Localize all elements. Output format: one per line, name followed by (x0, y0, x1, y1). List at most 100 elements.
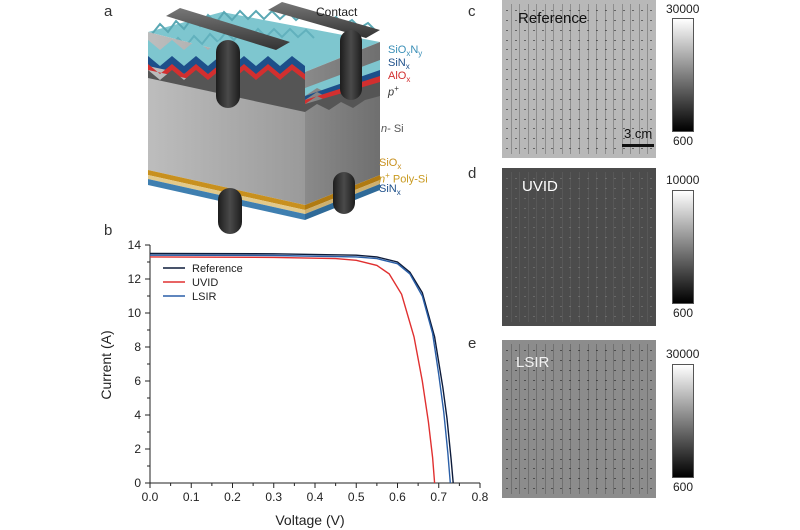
y-tick-label: 4 (134, 408, 141, 422)
y-tick-label: 2 (134, 442, 141, 456)
el-image-lsir (502, 340, 656, 498)
finger-line (527, 172, 529, 322)
x-tick-label: 0.3 (265, 490, 282, 504)
contact-label: Contact (316, 5, 358, 19)
busbar-dot-row (506, 128, 652, 130)
finger-line (604, 172, 606, 322)
layer-label-poly-si: n+ Poly-Si (379, 171, 428, 186)
busbar-dot-row (506, 349, 652, 351)
busbar-dot-row (506, 217, 652, 219)
finger-line (587, 172, 589, 322)
series-line-uvid (149, 256, 436, 484)
busbar-dot-row (506, 98, 652, 100)
layer-label-n-si: n- Si (381, 123, 404, 135)
busbar-dot-row (506, 438, 652, 440)
busbar-dot-row (506, 9, 652, 11)
finger-line (553, 172, 555, 322)
series-line-lsir (149, 254, 451, 484)
busbar-dot-row (506, 448, 652, 450)
busbar-dot-row (506, 88, 652, 90)
x-axis-label: Voltage (V) (275, 512, 344, 528)
x-tick-label: 0.1 (183, 490, 200, 504)
colorbar-reference (672, 18, 694, 132)
y-tick-label: 8 (134, 340, 141, 354)
el-image-reference (502, 0, 656, 158)
finger-line (544, 172, 546, 322)
busbar-dot-row (506, 428, 652, 430)
finger-line (613, 172, 615, 322)
busbar-dot-row (506, 389, 652, 391)
chart-axes: 0.0 0.1 0.2 0.3 0.4 0.5 0.6 0.7 0.8 0 2 4 6 8 10 12 14 (128, 238, 489, 504)
busbar-dot-row (506, 247, 652, 248)
colorbar-max-uvid: 10000 (666, 173, 700, 187)
iv-curve-chart: 0.0 0.1 0.2 0.3 0.4 0.5 0.6 0.7 0.8 0 2 4 6 8 10 12 14 R… (98, 238, 489, 528)
colorbar-min-lsir: 600 (673, 480, 694, 494)
finger-line (510, 172, 512, 322)
busbar-dot-row (506, 409, 652, 411)
colorbar-lsir (672, 364, 694, 478)
layer-label-sioxny: SiOxNy (388, 44, 423, 59)
finger-line (561, 172, 563, 322)
scale-bar-label: 3 cm (624, 126, 653, 141)
colorbar-min-reference: 600 (673, 134, 694, 148)
busbar-dot-row (506, 49, 652, 51)
y-axis-label: Current (A) (98, 330, 114, 399)
y-tick-label: 12 (128, 272, 142, 286)
layer-label-p-plus: p+ (388, 84, 399, 99)
finger-line (647, 172, 649, 322)
finger-line (536, 172, 538, 322)
busbar-dot-row (506, 177, 652, 179)
solar-cell-schematic (148, 2, 380, 234)
busbar-dot-row (506, 276, 652, 278)
legend-label-lsir: LSIR (192, 291, 217, 303)
x-tick-label: 0.8 (472, 490, 489, 504)
finger-line (579, 172, 580, 322)
busbar-dot-row (506, 118, 652, 120)
x-tick-label: 0.6 (389, 490, 406, 504)
busbar-dot-row (506, 286, 652, 288)
busbar-dot-row (506, 69, 652, 71)
series-line-reference (149, 252, 454, 484)
scale-bar (622, 144, 654, 147)
y-tick-label: 14 (128, 238, 142, 252)
y-tick-label: 0 (134, 476, 141, 490)
finger-line (638, 172, 640, 322)
busbar-dot-row (506, 227, 652, 229)
x-tick-label: 0.0 (142, 490, 159, 504)
busbar-dot-row (506, 458, 652, 460)
busbar-dot-row (506, 148, 652, 150)
busbar-dot-row (506, 207, 652, 209)
colorbar-uvid (672, 190, 694, 304)
busbar-dot-row (506, 478, 652, 480)
busbar-dot-row (506, 138, 652, 140)
x-tick-label: 0.7 (430, 490, 447, 504)
panel-label-c: c (468, 3, 476, 20)
busbar-dot-row (506, 379, 652, 381)
busbar-dot-row (506, 468, 652, 470)
el-title-uvid: UVID (522, 178, 558, 195)
busbar-dot-row (506, 399, 652, 401)
busbar-dot-row (506, 296, 652, 298)
finger-line (596, 172, 598, 322)
layer-label-alox: AlOx (388, 70, 411, 85)
busbar-dot-row (506, 359, 652, 361)
legend-label-uvid: UVID (192, 277, 218, 289)
y-tick-label: 10 (128, 306, 142, 320)
el-title-lsir: LSIR (516, 354, 550, 371)
layer-label-siox-bottom: SiOx (379, 157, 402, 172)
busbar-dot-row (506, 59, 652, 61)
busbar-dot-row (506, 39, 652, 41)
layer-label-sinx-top: SiNx (388, 57, 410, 72)
busbar-dot-row (506, 29, 652, 31)
x-tick-label: 0.4 (307, 490, 324, 504)
busbar-dot-row (506, 488, 652, 490)
finger-line (630, 172, 632, 322)
x-tick-label: 0.2 (224, 490, 241, 504)
layer-label-sinx-bottom: SiNx (379, 183, 401, 198)
colorbar-max-lsir: 30000 (666, 347, 700, 361)
finger-line (621, 172, 623, 322)
busbar-dot-row (506, 266, 652, 268)
busbar-dot-row (506, 256, 652, 258)
busbar-dot-row (506, 108, 652, 110)
colorbar-max-reference: 30000 (666, 2, 700, 16)
